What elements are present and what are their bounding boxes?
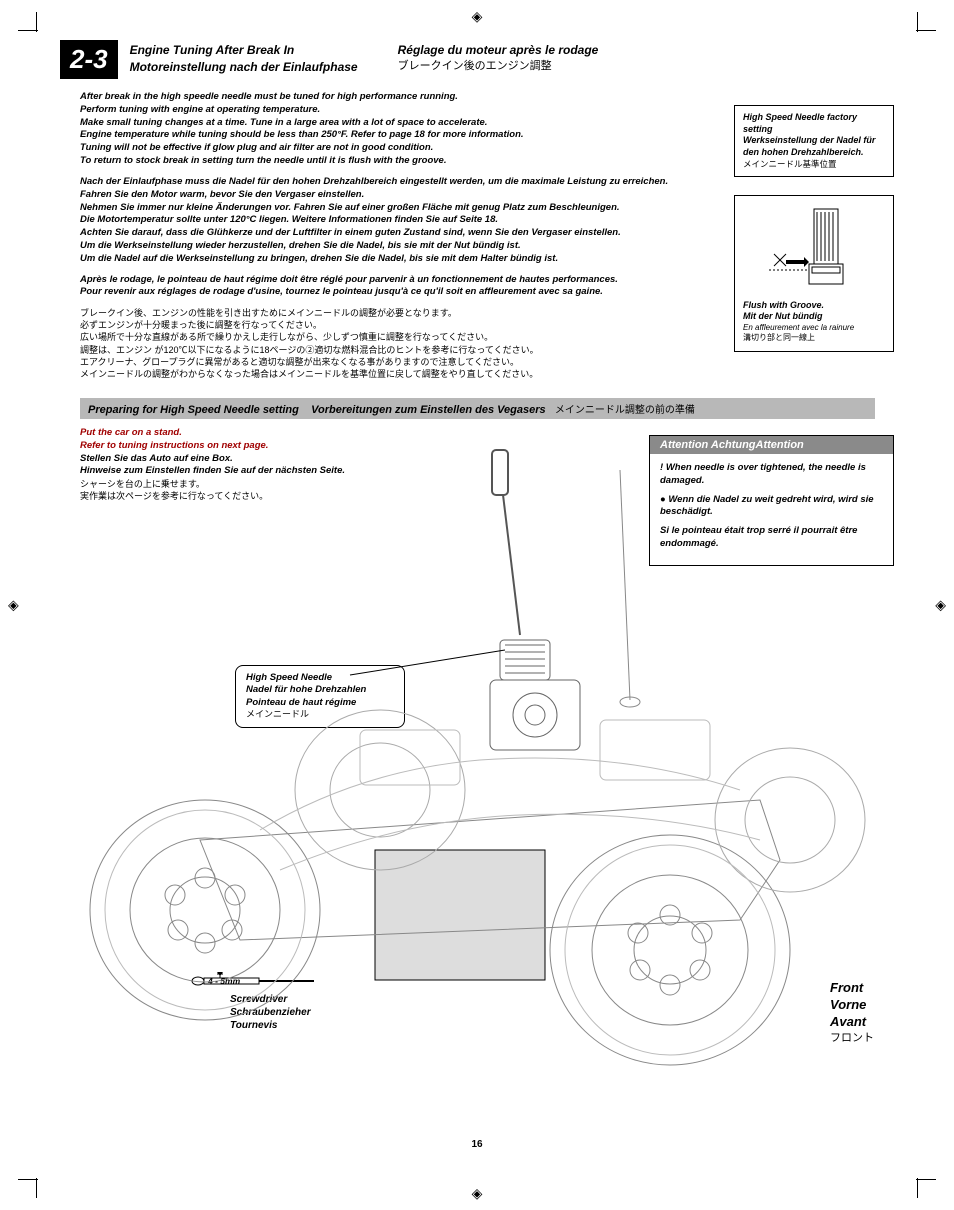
truck-illustration: [60, 440, 894, 1080]
factory-setting-box: High Speed Needle factory setting Werkse…: [734, 105, 894, 177]
intro-jp: ブレークイン後、エンジンの性能を引き出すためにメインニードルの調整が必要となりま…: [80, 307, 740, 380]
factory-en: High Speed Needle factory setting: [743, 112, 885, 135]
flush-fr: En affleurement avec la rainure: [743, 323, 885, 333]
registration-mark: ◈: [8, 597, 19, 614]
intro-en: After break in the high speedle needle m…: [80, 91, 740, 168]
title-right: Réglage du moteur après le rodage ブレークイン…: [398, 42, 599, 76]
title-de: Motoreinstellung nach der Einlaufphase: [130, 59, 358, 76]
flush-en: Flush with Groove.: [743, 300, 885, 311]
registration-mark: ◈: [472, 8, 483, 25]
intro-fr: Après le rodage, le pointeau de haut rég…: [80, 274, 740, 300]
intro-de: Nach der Einlaufphase muss die Nadel für…: [80, 176, 740, 266]
title-fr: Réglage du moteur après le rodage: [398, 42, 599, 59]
factory-jp: メインニードル基準位置: [743, 159, 885, 170]
section-number: 2-3: [60, 40, 118, 79]
intro-text: After break in the high speedle needle m…: [60, 91, 740, 380]
title-jp: ブレークイン後のエンジン調整: [398, 59, 599, 74]
flush-jp: 溝切り部と同一線上: [743, 333, 885, 343]
page-content: 2-3 Engine Tuning After Break In Motorei…: [60, 40, 894, 503]
page-number: 16: [471, 1139, 482, 1150]
crop-mark: [18, 12, 38, 32]
factory-de: Werkseinstellung der Nadel für den hohen…: [743, 135, 885, 158]
title-en: Engine Tuning After Break In: [130, 42, 358, 59]
gray-jp: メインニードル調整の前の準備: [555, 405, 695, 416]
needle-diagram-icon: [754, 204, 874, 294]
crop-mark: [18, 1178, 38, 1198]
gray-en: Preparing for High Speed Needle setting: [88, 404, 299, 416]
needle-figure: Flush with Groove. Mit der Nut bündig En…: [734, 195, 894, 352]
title-left: Engine Tuning After Break In Motoreinste…: [130, 42, 358, 76]
crop-mark: [916, 1178, 936, 1198]
section-header: 2-3 Engine Tuning After Break In Motorei…: [60, 40, 894, 79]
registration-mark: ◈: [935, 597, 946, 614]
crop-mark: [916, 12, 936, 32]
preparing-header: Preparing for High Speed Needle setting …: [80, 398, 875, 419]
flush-de: Mit der Nut bündig: [743, 311, 885, 322]
registration-mark: ◈: [472, 1185, 483, 1202]
gray-de: Vorbereitungen zum Einstellen des Vegase…: [311, 404, 546, 416]
